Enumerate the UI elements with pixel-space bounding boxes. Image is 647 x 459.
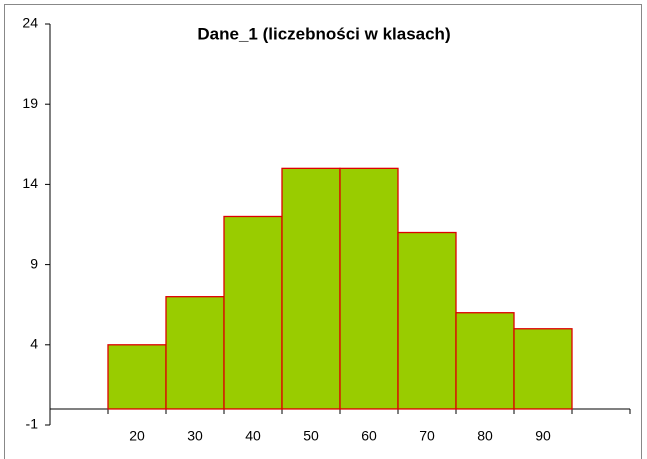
- x-tick-label: 90: [535, 428, 551, 444]
- bar: [107, 344, 167, 410]
- y-tick-label: -1: [26, 416, 39, 432]
- x-tick-label: 80: [477, 428, 493, 444]
- x-tick-label: 40: [245, 428, 261, 444]
- bar: [397, 231, 457, 410]
- bar: [339, 167, 399, 410]
- bar: [513, 328, 573, 410]
- y-tick-label: 19: [22, 95, 38, 111]
- y-tick-label: 4: [30, 336, 38, 352]
- bar: [455, 312, 515, 410]
- x-tick-label: 30: [187, 428, 203, 444]
- x-tick-label: 60: [361, 428, 377, 444]
- bar: [165, 296, 225, 410]
- y-tick-label: 24: [22, 15, 38, 31]
- chart-title: Dane_1 (liczebności w klasach): [197, 24, 450, 43]
- x-tick-label: 70: [419, 428, 435, 444]
- y-tick-label: 9: [30, 255, 38, 271]
- bar: [223, 215, 283, 410]
- x-tick-label: 20: [129, 428, 145, 444]
- x-tick-label: 50: [303, 428, 319, 444]
- y-tick-label: 14: [22, 175, 38, 191]
- bar: [281, 167, 341, 410]
